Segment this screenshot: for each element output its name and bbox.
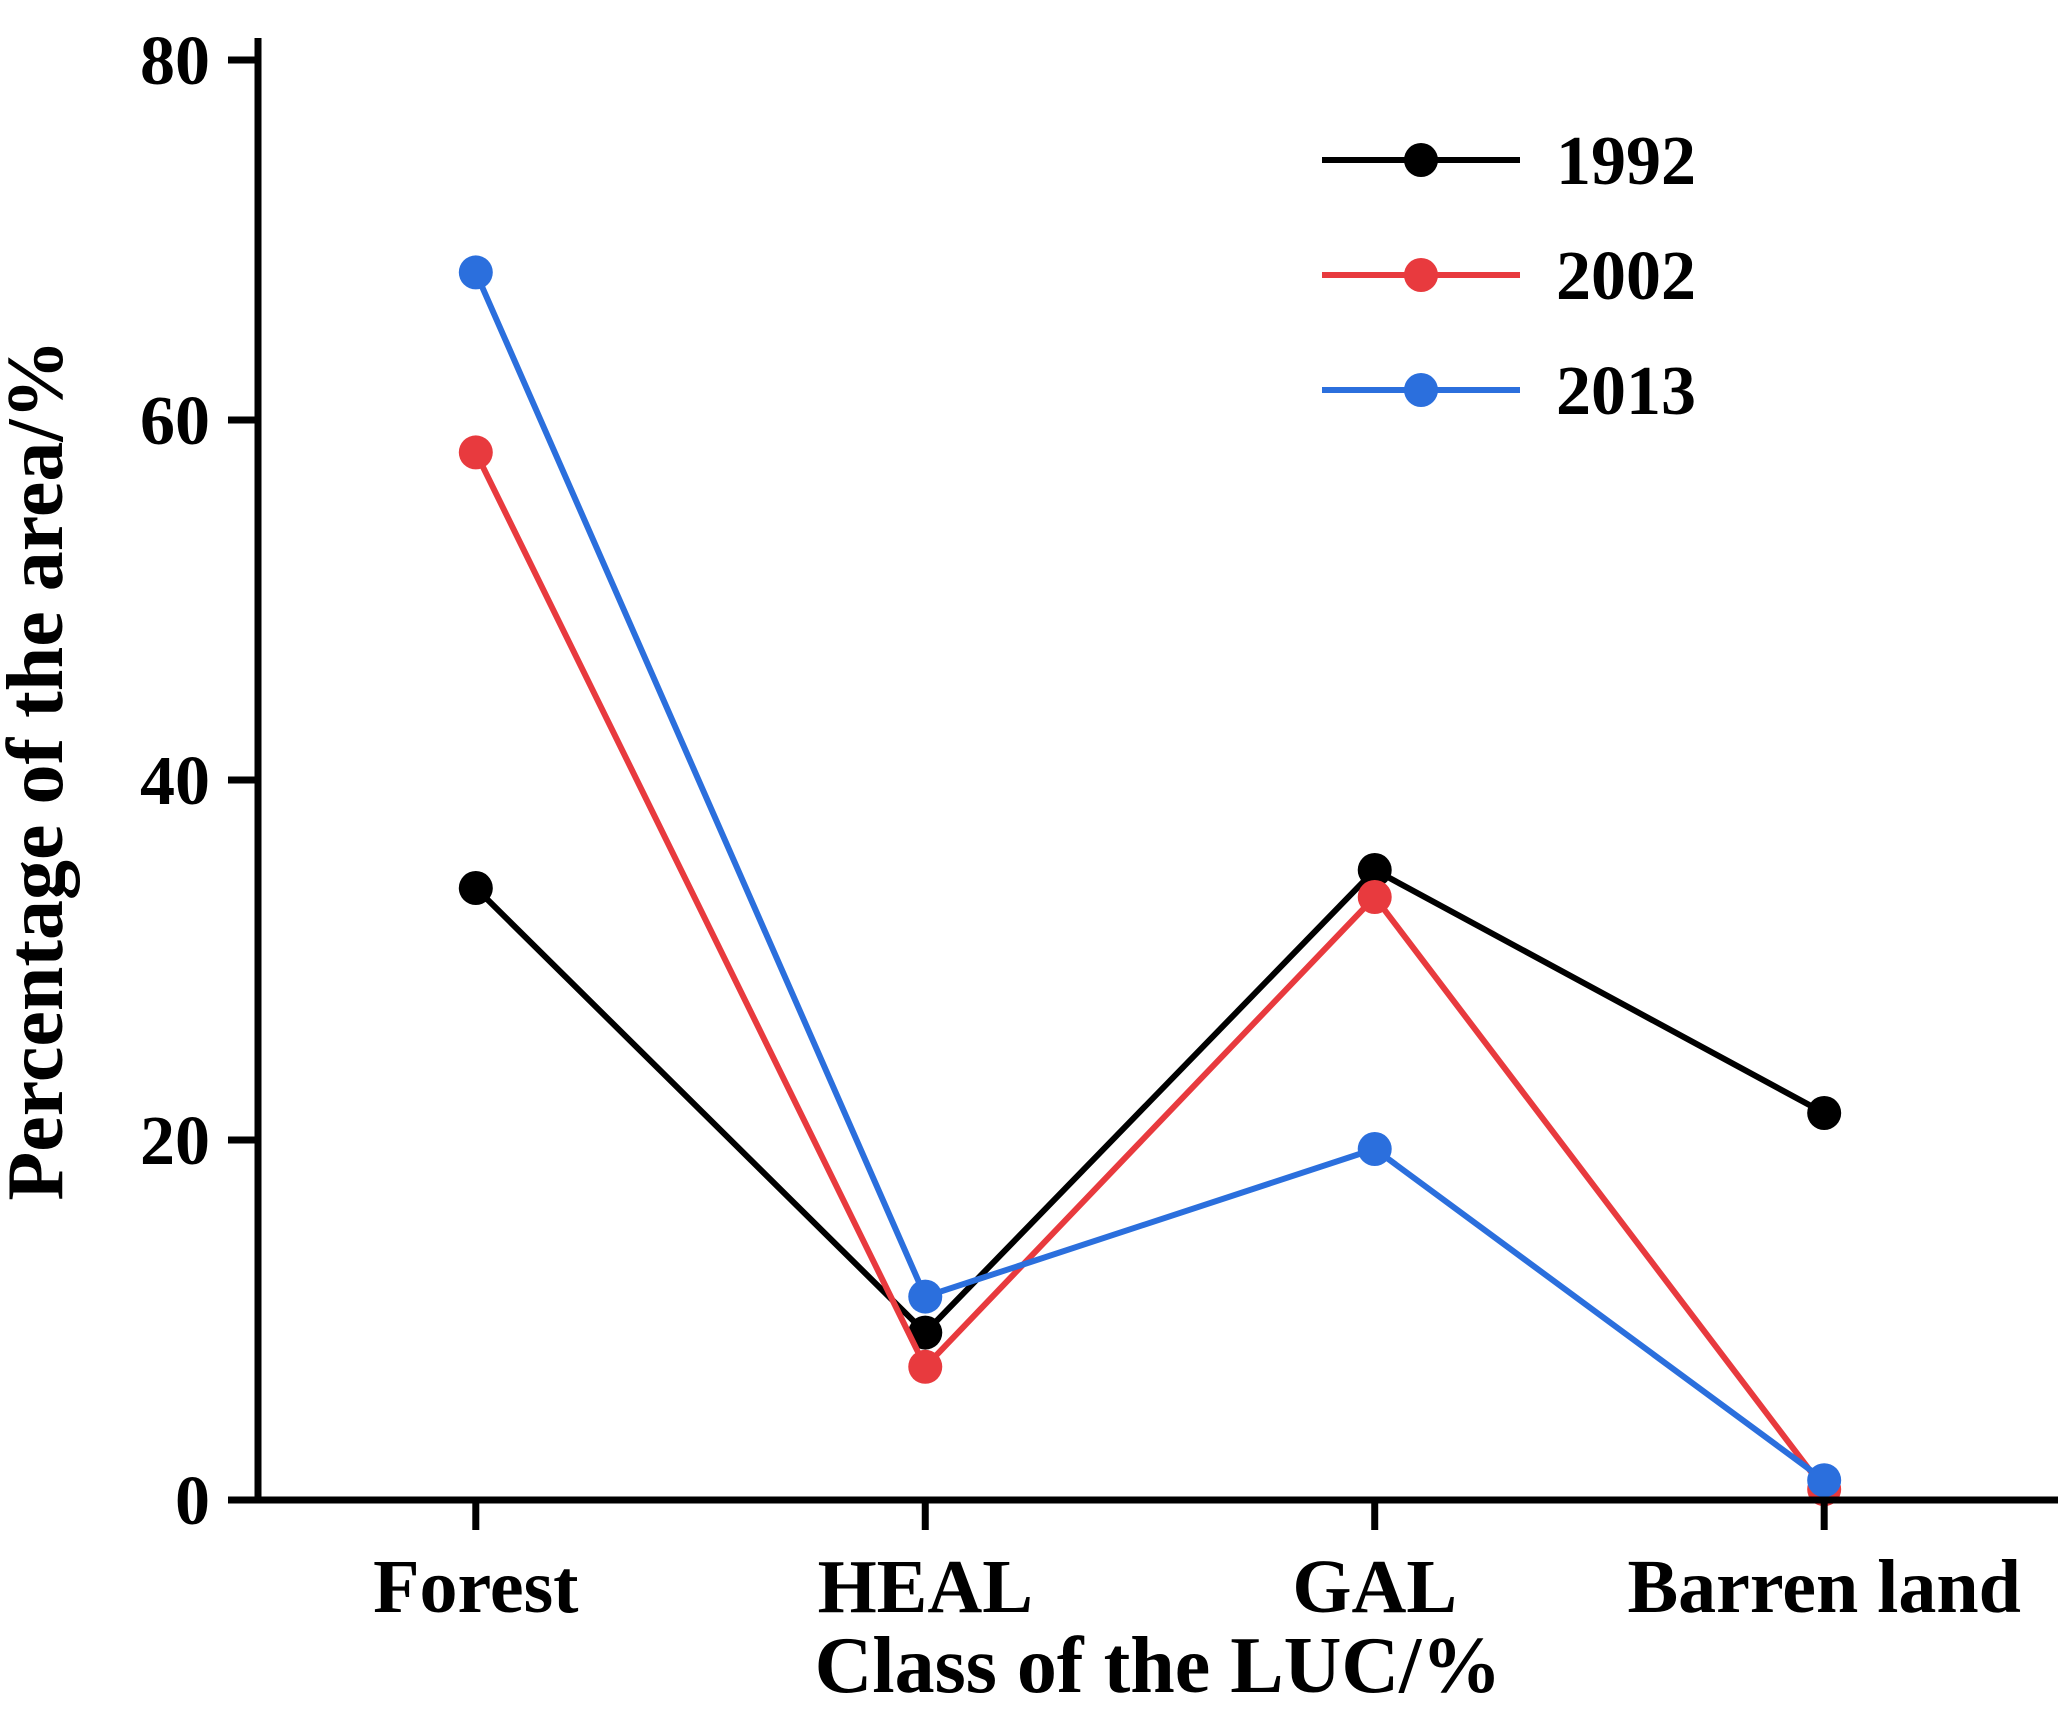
series-marker-2013 [1807, 1463, 1842, 1498]
legend-label-2013: 2013 [1556, 353, 1696, 430]
series-marker-2002 [908, 1349, 943, 1384]
series-marker-2002 [1357, 880, 1392, 914]
series-line-1992 [473, 866, 1826, 1337]
y-tick-label: 20 [140, 1103, 210, 1180]
legend-item-2002: 2002 [1322, 238, 1696, 315]
series-line-2013 [473, 271, 1826, 1483]
legend-item-1992: 1992 [1322, 123, 1696, 200]
x-tick-label: HEAL [818, 1545, 1033, 1629]
y-tick-label: 60 [140, 383, 210, 460]
series-marker-2002 [458, 435, 493, 470]
legend-marker-1992 [1404, 143, 1438, 177]
legend-marker-2002 [1404, 258, 1438, 292]
x-axis-title: Class of the LUC/% [815, 1622, 1502, 1710]
y-tick-label: 80 [140, 23, 210, 100]
y-axis-title: Percentage of the area/% [0, 339, 80, 1200]
legend-marker-2013 [1404, 373, 1438, 407]
series-line-2002 [473, 451, 1827, 1492]
series-marker-2013 [1357, 1132, 1392, 1166]
series-marker-1992 [1807, 1096, 1842, 1130]
y-tick-label: 0 [175, 1463, 210, 1540]
series-marker-2013 [458, 255, 493, 290]
x-tick-label: Forest [373, 1545, 578, 1629]
series-marker-1992 [908, 1315, 943, 1350]
series-marker-2013 [908, 1279, 943, 1314]
legend-label-1992: 1992 [1556, 123, 1696, 200]
series-marker-1992 [458, 871, 493, 905]
y-tick-label: 40 [140, 743, 210, 820]
axis-layer: 0 20 40 60 80 Forest HEAL GAL Barren land [140, 23, 2058, 1629]
series-marker-1992 [1357, 853, 1392, 887]
x-tick-label: Barren land [1627, 1545, 2020, 1629]
legend: 1992 2002 2013 [1322, 123, 1696, 430]
legend-label-2002: 2002 [1556, 238, 1696, 315]
x-tick-label: GAL [1292, 1545, 1457, 1629]
legend-item-2013: 2013 [1322, 353, 1696, 430]
series-layer [458, 255, 1842, 1507]
